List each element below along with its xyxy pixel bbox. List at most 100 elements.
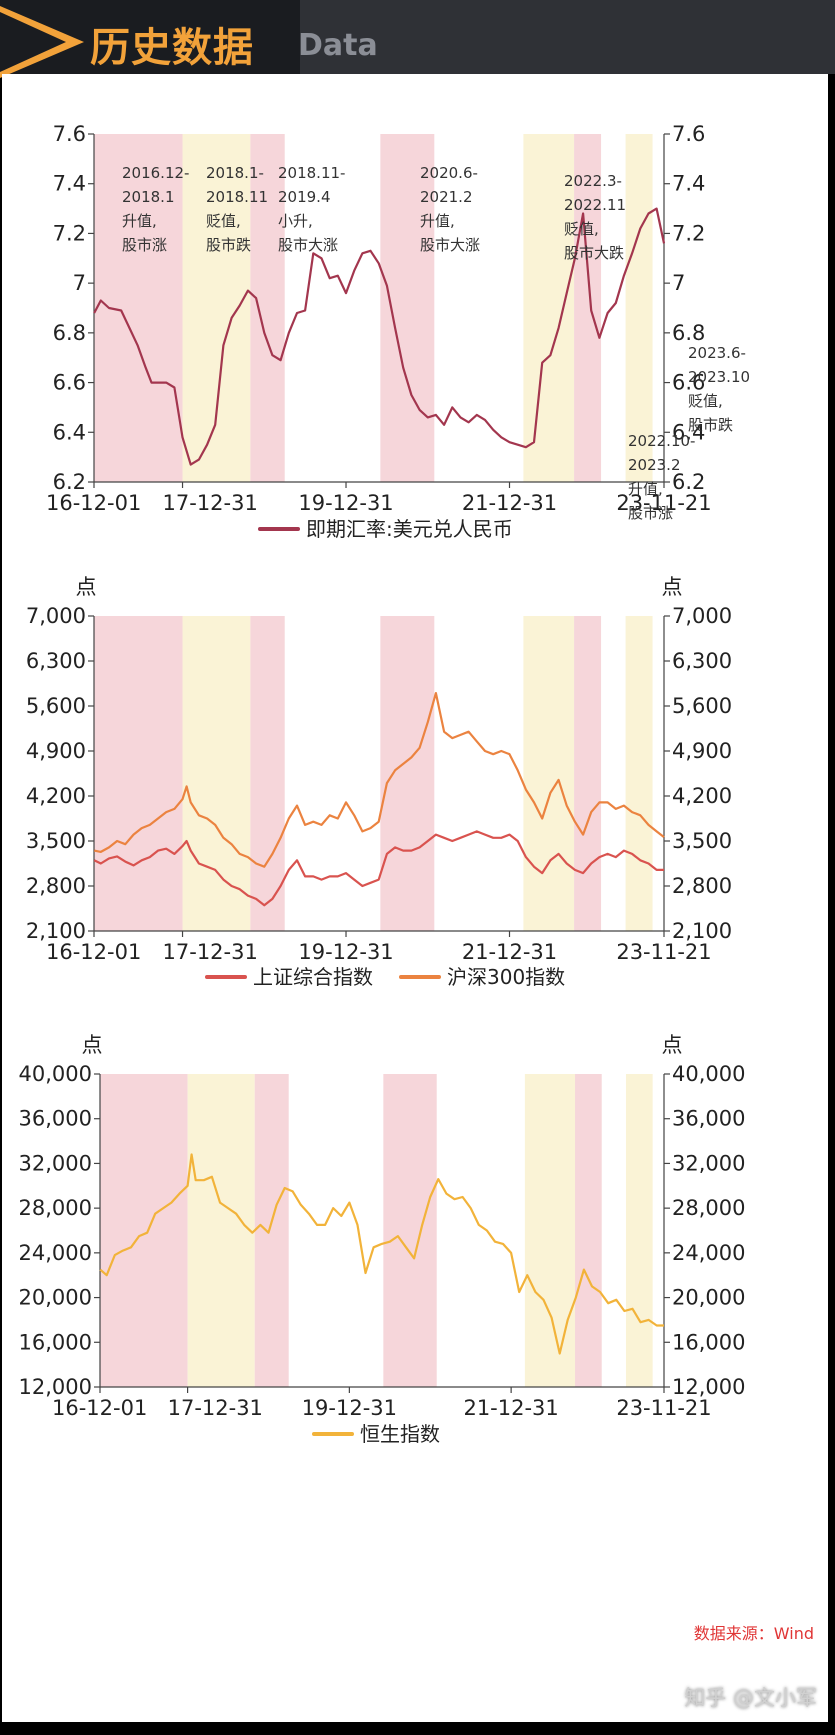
y-tick-label-right: 7.4 bbox=[672, 172, 705, 196]
y-tick-label-right: 6.2 bbox=[672, 470, 705, 494]
y-tick-label-right: 3,500 bbox=[672, 829, 732, 853]
y-tick-label-right: 4,200 bbox=[672, 784, 732, 808]
x-tick-label: 16-12-01 bbox=[46, 940, 141, 964]
y-tick-label-left: 4,900 bbox=[26, 739, 86, 763]
band-annotation: 股市大涨 bbox=[420, 236, 480, 254]
legend-label: 恒生指数 bbox=[360, 1422, 440, 1446]
x-tick-label: 16-12-01 bbox=[46, 491, 141, 515]
x-tick-label: 23-11-21 bbox=[616, 1396, 711, 1420]
y-tick-label-right: 7,000 bbox=[672, 604, 732, 628]
x-tick-label: 21-12-31 bbox=[463, 1396, 558, 1420]
y-tick-label-left: 5,600 bbox=[26, 694, 86, 718]
band-annotation: 2018.1- bbox=[206, 164, 264, 182]
band-annotation: 2022.11 bbox=[564, 196, 626, 214]
period-band bbox=[250, 134, 285, 482]
y-tick-label-right: 6.8 bbox=[672, 321, 705, 345]
y-tick-label-left: 6.8 bbox=[53, 321, 86, 345]
y-tick-label-right: 7 bbox=[672, 271, 685, 295]
band-annotation: 升值, bbox=[122, 212, 157, 230]
period-band bbox=[250, 616, 285, 931]
y-tick-label-right: 4,900 bbox=[672, 739, 732, 763]
period-band bbox=[254, 1074, 289, 1387]
y-tick-label-left: 6.4 bbox=[53, 420, 86, 444]
x-tick-label: 16-12-01 bbox=[52, 1396, 147, 1420]
band-annotation: 股市涨 bbox=[628, 504, 673, 522]
y-tick-label-right: 6,300 bbox=[672, 649, 732, 673]
y-tick-label-left: 7 bbox=[73, 271, 86, 295]
y-tick-label-right: 24,000 bbox=[672, 1241, 745, 1265]
band-annotation: 2016.12- bbox=[122, 164, 189, 182]
band-annotation: 2023.2 bbox=[628, 456, 681, 474]
y-tick-label-left: 6.6 bbox=[53, 371, 86, 395]
x-tick-label: 19-12-31 bbox=[302, 1396, 397, 1420]
x-tick-label: 17-12-31 bbox=[163, 940, 258, 964]
band-annotation: 2018.11- bbox=[278, 164, 345, 182]
band-annotation: 2019.4 bbox=[278, 188, 331, 206]
unit-label-right: 点 bbox=[662, 575, 683, 599]
y-tick-label-left: 7,000 bbox=[26, 604, 86, 628]
band-annotation: 2022.3- bbox=[564, 172, 622, 190]
page-header: 历史数据 Data bbox=[0, 0, 835, 78]
x-tick-label: 17-12-31 bbox=[163, 491, 258, 515]
period-band bbox=[380, 134, 435, 482]
band-annotation: 贬值, bbox=[564, 220, 599, 238]
y-tick-label-right: 16,000 bbox=[672, 1330, 745, 1354]
y-tick-label-left: 32,000 bbox=[19, 1151, 92, 1175]
page-subtitle: Data bbox=[298, 28, 378, 63]
y-tick-label-left: 7.2 bbox=[53, 221, 86, 245]
y-tick-label-left: 7.6 bbox=[53, 122, 86, 146]
y-tick-label-left: 36,000 bbox=[19, 1107, 92, 1131]
x-tick-label: 19-12-31 bbox=[298, 491, 393, 515]
y-tick-label-right: 12,000 bbox=[672, 1375, 745, 1399]
period-band bbox=[100, 1074, 188, 1387]
y-tick-label-right: 7.6 bbox=[672, 122, 705, 146]
band-annotation: 股市涨 bbox=[122, 236, 167, 254]
x-tick-label: 21-12-31 bbox=[462, 940, 557, 964]
y-tick-label-left: 2,100 bbox=[26, 919, 86, 943]
y-tick-label-right: 36,000 bbox=[672, 1107, 745, 1131]
legend-label: 上证综合指数 bbox=[253, 965, 373, 989]
charts-canvas: 6.2 6.2 6.4 6.4 6.6 6.6 6.8 6.8 7 7 7.2 7.2 7.4 7.4 7.… bbox=[19, 122, 751, 1446]
legend-label: 即期汇率:美元兑人民币 bbox=[306, 517, 513, 541]
data-source-label: 数据来源：Wind bbox=[693, 1624, 814, 1643]
y-tick-label-right: 6.4 bbox=[672, 420, 705, 444]
y-tick-label-right: 7.2 bbox=[672, 221, 705, 245]
period-band bbox=[182, 616, 251, 931]
x-tick-label: 17-12-31 bbox=[168, 1396, 263, 1420]
period-band bbox=[625, 1074, 653, 1387]
series-line-1 bbox=[93, 830, 664, 907]
band-annotation: 2018.11 bbox=[206, 188, 268, 206]
y-tick-label-right: 2,800 bbox=[672, 874, 732, 898]
y-tick-label-left: 6,300 bbox=[26, 649, 86, 673]
band-annotation: 贬值, bbox=[206, 212, 241, 230]
period-band bbox=[380, 616, 435, 931]
y-tick-label-right: 20,000 bbox=[672, 1286, 745, 1310]
x-tick-label: 19-12-31 bbox=[298, 940, 393, 964]
series-line-1 bbox=[93, 207, 666, 466]
y-tick-label-left: 12,000 bbox=[19, 1375, 92, 1399]
band-annotation: 2018.1 bbox=[122, 188, 175, 206]
y-tick-label-left: 24,000 bbox=[19, 1241, 92, 1265]
chart-3: 12,000 12,000 16,000 16,000 20,000 20,000 24,0… bbox=[19, 1033, 746, 1446]
band-annotation: 股市大涨 bbox=[278, 236, 338, 254]
band-annotation: 2022.10- bbox=[628, 432, 695, 450]
period-band bbox=[625, 134, 653, 482]
y-tick-label-right: 2,100 bbox=[672, 919, 732, 943]
watermark: 知乎 @文小军 bbox=[684, 1686, 817, 1710]
band-annotation: 升值, bbox=[628, 480, 663, 498]
period-band bbox=[94, 616, 183, 931]
band-annotation: 2023.10 bbox=[688, 368, 750, 386]
page-title: 历史数据 bbox=[90, 25, 254, 71]
period-band bbox=[574, 134, 602, 482]
unit-label-left: 点 bbox=[82, 1033, 103, 1057]
legend-label: 沪深300指数 bbox=[447, 965, 565, 989]
y-tick-label-left: 40,000 bbox=[19, 1062, 92, 1086]
period-band bbox=[523, 134, 575, 482]
band-annotation: 股市大跌 bbox=[564, 244, 624, 262]
period-band bbox=[187, 1074, 255, 1387]
y-tick-label-left: 6.2 bbox=[53, 470, 86, 494]
period-band bbox=[524, 1074, 576, 1387]
band-annotation: 升值, bbox=[420, 212, 455, 230]
period-band bbox=[625, 616, 653, 931]
period-band bbox=[182, 134, 251, 482]
